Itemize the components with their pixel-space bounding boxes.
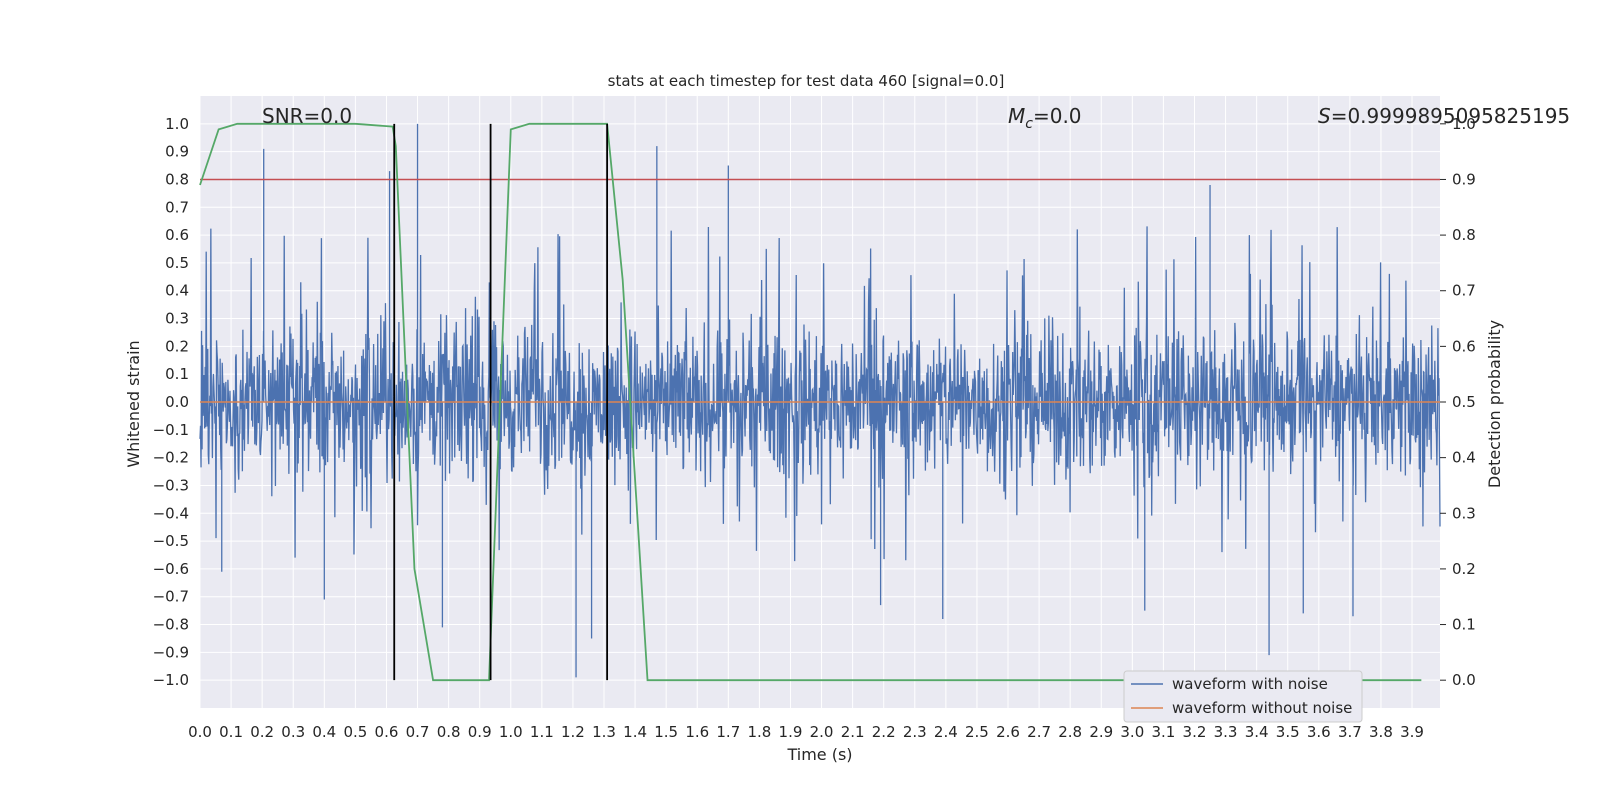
right-tick-label: 0.0: [1452, 671, 1476, 689]
x-tick-label: 1.2: [561, 723, 585, 741]
probability-series: [199, 122, 1422, 682]
x-tick-label: 3.9: [1400, 723, 1424, 741]
legend-box: [1123, 670, 1363, 723]
left-tick-label: 0.4: [165, 282, 189, 300]
legend-noise-label: waveform with noise: [1172, 675, 1328, 693]
event-markers: [393, 123, 609, 681]
x-tick-label: 1.1: [530, 723, 554, 741]
chirp-mass-annotation: Mc=0.0: [1008, 104, 1082, 132]
x-tick-label: 1.8: [747, 723, 771, 741]
x-tick-label: 0.3: [281, 723, 305, 741]
x-tick-label: 3.1: [1151, 723, 1175, 741]
probability-line: [199, 122, 1422, 682]
left-tick-label: 0.1: [165, 365, 189, 383]
left-tick-label: 0.0: [165, 393, 189, 411]
x-tick-label: 1.3: [592, 723, 616, 741]
left-tick-label: −0.9: [153, 643, 189, 661]
x-tick-label: 1.7: [716, 723, 740, 741]
right-tick-label: 0.4: [1452, 449, 1476, 467]
x-tick-label: 2.3: [903, 723, 927, 741]
x-tick-label: 3.7: [1338, 723, 1362, 741]
x-tick-label: 2.2: [872, 723, 896, 741]
right-axis-ticks: 1.0 0.9 0.8 0.7 0.6 0.5 0.4 0.3 0.2 0.1 0.0: [1440, 115, 1476, 689]
right-axis-label: Detection probability: [1485, 320, 1504, 488]
x-tick-label: 0.8: [437, 723, 461, 741]
left-axis-label: Whitened strain: [124, 340, 143, 467]
left-tick-label: 0.6: [165, 226, 189, 244]
x-tick-label: 1.4: [623, 723, 647, 741]
left-axis-ticks: 1.0 0.9 0.8 0.7 0.6 0.5 0.4 0.3 0.2 0.1 0.0 −0.1 −0.…: [153, 115, 189, 689]
x-tick-label: 2.4: [934, 723, 958, 741]
snr-annotation: SNR=0.0: [262, 104, 352, 128]
x-tick-label: 2.0: [810, 723, 834, 741]
score-annotation: S=0.9999895095825195: [1318, 104, 1570, 128]
left-tick-label: −0.5: [153, 532, 189, 550]
x-tick-label: 0.2: [250, 723, 274, 741]
x-tick-label: 3.0: [1120, 723, 1144, 741]
x-tick-label: 2.8: [1058, 723, 1082, 741]
left-tick-label: 0.2: [165, 337, 189, 355]
right-tick-label: 0.8: [1452, 226, 1476, 244]
left-tick-label: 0.3: [165, 310, 189, 328]
x-tick-label: 0.4: [312, 723, 336, 741]
left-tick-label: 0.8: [165, 170, 189, 188]
x-tick-label: 1.5: [654, 723, 678, 741]
right-tick-label: 0.7: [1452, 282, 1476, 300]
right-tick-label: 0.5: [1452, 393, 1476, 411]
left-tick-label: −0.6: [153, 560, 189, 578]
x-tick-label: 3.2: [1183, 723, 1207, 741]
x-tick-label: 0.6: [375, 723, 399, 741]
left-tick-label: 0.9: [165, 143, 189, 161]
right-tick-label: 0.9: [1452, 170, 1476, 188]
left-tick-label: −1.0: [153, 671, 189, 689]
x-tick-label: 3.5: [1276, 723, 1300, 741]
right-tick-label: 1.0: [1452, 115, 1476, 133]
x-tick-label: 2.5: [965, 723, 989, 741]
x-tick-label: 0.0: [188, 723, 212, 741]
x-tick-label: 1.0: [499, 723, 523, 741]
x-tick-label: 1.6: [685, 723, 709, 741]
x-axis-label: Time (s): [786, 745, 852, 764]
x-tick-label: 3.6: [1307, 723, 1331, 741]
noise-series: [199, 123, 1441, 678]
legend-clean-label: waveform without noise: [1172, 699, 1352, 717]
x-tick-label: 2.9: [1089, 723, 1113, 741]
left-tick-label: −0.1: [153, 421, 189, 439]
right-tick-label: 0.3: [1452, 504, 1476, 522]
chart-title: stats at each timestep for test data 460…: [608, 72, 1005, 90]
right-tick-label: 0.2: [1452, 560, 1476, 578]
x-tick-label: 0.5: [343, 723, 367, 741]
right-tick-label: 0.1: [1452, 616, 1476, 634]
right-tick-label: 0.6: [1452, 337, 1476, 355]
x-tick-label: 2.1: [841, 723, 865, 741]
left-tick-label: −0.7: [153, 588, 189, 606]
x-tick-label: 3.4: [1245, 723, 1269, 741]
left-tick-label: 0.5: [165, 254, 189, 272]
left-tick-label: −0.2: [153, 449, 189, 467]
x-tick-label: 0.1: [219, 723, 243, 741]
legend: waveform with noise waveform without noi…: [1123, 670, 1363, 723]
left-tick-label: −0.3: [153, 476, 189, 494]
x-tick-label: 3.8: [1369, 723, 1393, 741]
x-tick-label: 0.7: [406, 723, 430, 741]
left-tick-label: 0.7: [165, 198, 189, 216]
x-tick-label: 0.9: [468, 723, 492, 741]
x-tick-label: 3.3: [1214, 723, 1238, 741]
left-tick-label: −0.8: [153, 616, 189, 634]
x-tick-label: 2.6: [996, 723, 1020, 741]
x-axis-ticks: 0.0 0.1 0.2 0.3 0.4 0.5 0.6 0.7 0.8 0.9 1.0 1.1 1.2 1…: [188, 723, 1424, 741]
x-tick-label: 2.7: [1027, 723, 1051, 741]
left-tick-label: 1.0: [165, 115, 189, 133]
left-tick-label: −0.4: [153, 504, 189, 522]
x-tick-label: 1.9: [779, 723, 803, 741]
noise-waveform-path: [199, 123, 1441, 678]
